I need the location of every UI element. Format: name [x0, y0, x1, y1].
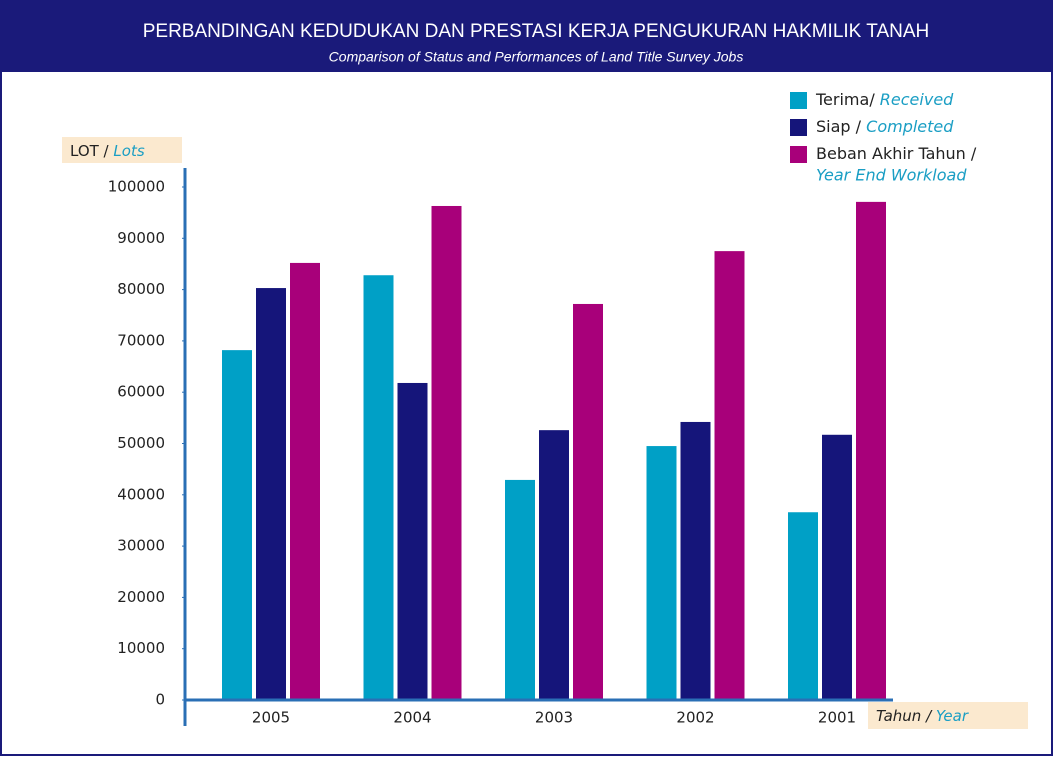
bar [290, 262, 320, 700]
y-tick-label: 80000 [117, 280, 165, 298]
bar [363, 275, 394, 700]
bar [539, 430, 569, 700]
legend-name-en: Received [880, 90, 954, 109]
bar [397, 382, 428, 700]
legend-swatch [790, 92, 807, 109]
bar [256, 288, 286, 700]
x-tick-label: 2003 [535, 709, 573, 727]
bar [646, 446, 677, 700]
x-label-ms: Tahun / [876, 707, 933, 725]
bar [714, 251, 745, 700]
x-label-bg [868, 702, 1028, 729]
legend-label: Terima/ Received [815, 90, 954, 109]
bar [573, 303, 603, 700]
legend-name: Siap / [816, 117, 862, 136]
chart-title: PERBANDINGAN KEDUDUKAN DAN PRESTASI KERJ… [143, 21, 930, 42]
legend-name-en: Completed [866, 117, 954, 136]
y-tick-label: 60000 [117, 383, 165, 401]
bar [505, 479, 535, 700]
y-tick-label: 20000 [117, 588, 165, 606]
y-tick-label: 40000 [117, 485, 165, 503]
legend-name: Terima/ [815, 90, 875, 109]
bar [788, 512, 818, 700]
y-axis-label: LOT / Lots [70, 142, 145, 160]
x-label-en: Year [936, 707, 969, 725]
bar [222, 350, 252, 700]
legend-name: Beban Akhir Tahun / [816, 144, 977, 163]
y-tick-label: 0 [155, 691, 165, 709]
bar [856, 201, 886, 700]
chart-subtitle: Comparison of Status and Performances of… [329, 49, 744, 65]
legend-label: Siap / Completed [816, 117, 954, 136]
header-band [0, 0, 1053, 72]
y-tick-label: 50000 [117, 434, 165, 452]
bar [431, 205, 462, 700]
y-label-bg [62, 137, 182, 163]
y-tick-label: 70000 [117, 331, 165, 349]
y-tick-label: 30000 [117, 537, 165, 555]
bar [680, 421, 711, 700]
legend-name-en: Year End Workload [816, 166, 967, 185]
y-tick-label: 100000 [108, 178, 165, 196]
bar [822, 434, 852, 700]
legend-swatch [790, 119, 807, 136]
y-label-ms: LOT / [70, 142, 110, 160]
x-axis-label: Tahun / Year [876, 707, 969, 725]
y-label-en: Lots [113, 142, 144, 160]
x-tick-label: 2002 [676, 709, 714, 727]
legend-swatch [790, 146, 807, 163]
legend-label: Beban Akhir Tahun / [816, 144, 977, 163]
x-tick-label: 2001 [818, 709, 856, 727]
y-tick-label: 90000 [117, 229, 165, 247]
y-tick-label: 10000 [117, 639, 165, 657]
x-tick-label: 2005 [252, 709, 290, 727]
x-tick-label: 2004 [393, 709, 431, 727]
